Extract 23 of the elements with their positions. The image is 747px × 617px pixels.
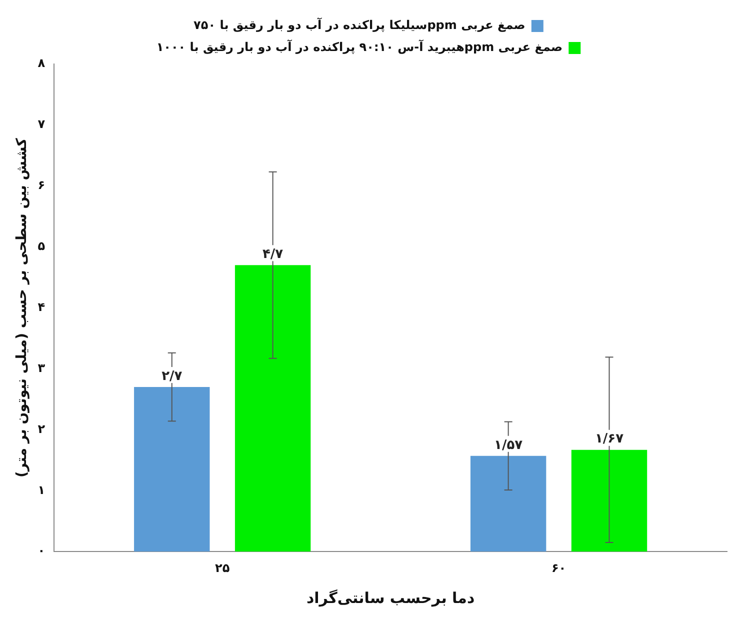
x-tick-label: ۲۵ (215, 560, 230, 575)
bar (571, 450, 648, 552)
y-tick-label: ۱ (38, 482, 46, 497)
data-label: ۱/۶۷ (594, 432, 624, 447)
y-tick-label: ۰ (38, 544, 46, 558)
bar (470, 456, 546, 552)
y-tick-label: ۴ (38, 300, 46, 314)
y-tick-label: ۸ (38, 56, 46, 70)
y-tick-label: ۵ (38, 238, 46, 253)
x-tick-label: ۶۰ (551, 560, 566, 575)
bar (234, 265, 311, 552)
legend-label: سیلیکا پراکنده در آب دو بار رقیق با ۷۵۰ppm صمغ عربی (194, 17, 526, 32)
y-tick-label: ۷ (38, 117, 46, 132)
data-label: ۴/۷ (262, 247, 284, 262)
y-axis-title: کشش بین سطحی بر حسب (میلی نیوتون بر متر) (14, 137, 30, 478)
legend-label: هیبرید آ-س ۹۰:۱۰ پراکنده در آب دو بار رقیق با ۱۰۰۰ppm صمغ عربی (156, 39, 563, 54)
y-tick-label: ۲ (38, 422, 46, 436)
data-label: ۱/۵۷ (494, 438, 523, 453)
data-label: ۲/۷ (162, 368, 182, 384)
bar (134, 387, 210, 552)
y-tick-label: ۳ (38, 360, 46, 375)
x-axis-title: دما برحسب سانتی‌گراد (306, 588, 475, 607)
y-tick-label: ۶ (38, 178, 46, 192)
